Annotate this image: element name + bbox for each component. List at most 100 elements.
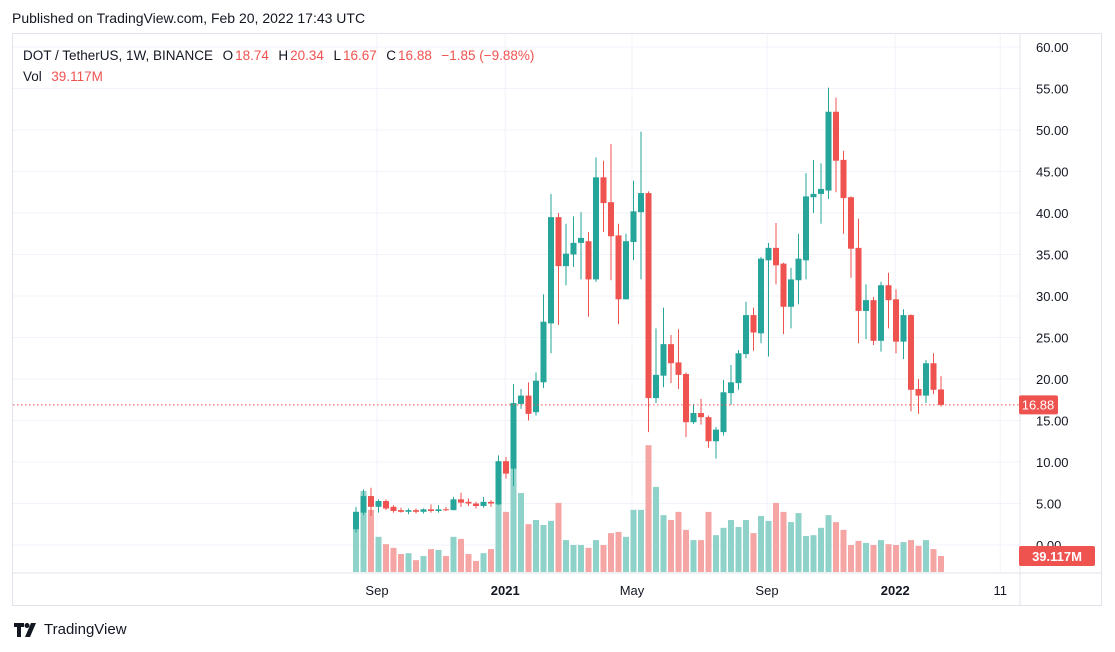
volume-bar bbox=[608, 533, 614, 572]
volume-bar bbox=[660, 515, 667, 572]
legend: DOT / TetherUS, 1W, BINANCE O 18.74 H 20.3… bbox=[23, 45, 536, 87]
candle-body bbox=[570, 242, 577, 255]
volume-bar bbox=[480, 553, 487, 572]
volume-bar bbox=[893, 545, 899, 572]
volume-bar bbox=[668, 520, 674, 572]
candle-body bbox=[540, 321, 547, 383]
open-label: O bbox=[222, 48, 234, 63]
volume-bar bbox=[623, 536, 629, 572]
volume-bar bbox=[390, 547, 397, 572]
volume-bar bbox=[593, 540, 599, 572]
volume-bar bbox=[758, 515, 764, 572]
volume-bar bbox=[540, 524, 547, 572]
candle-body bbox=[900, 315, 907, 342]
volume-bar bbox=[630, 509, 637, 572]
price-tick-label: 20.00 bbox=[1036, 372, 1069, 387]
candle-body bbox=[585, 241, 592, 280]
volume-bar bbox=[788, 522, 794, 572]
volume-bar bbox=[488, 549, 494, 572]
candle-body bbox=[615, 235, 622, 300]
candle-body bbox=[758, 258, 764, 334]
candle-body bbox=[803, 196, 809, 261]
candle-body bbox=[443, 509, 449, 511]
candle-body bbox=[375, 501, 382, 507]
volume-bar bbox=[840, 529, 847, 572]
volume-bar bbox=[728, 520, 734, 572]
candle-body bbox=[885, 285, 892, 301]
volume-bar bbox=[870, 545, 877, 572]
candle-body bbox=[405, 510, 412, 512]
candle-body bbox=[743, 315, 749, 355]
candle-body bbox=[473, 503, 479, 506]
candle-body bbox=[923, 363, 929, 396]
time-tick-label: Sep bbox=[755, 583, 778, 598]
volume-bar bbox=[420, 556, 427, 572]
volume-bar bbox=[675, 511, 682, 572]
candle-body bbox=[795, 258, 802, 281]
volume-bar bbox=[405, 553, 412, 572]
candle-body bbox=[765, 247, 772, 261]
candle-body bbox=[660, 344, 667, 376]
low-value: 16.67 bbox=[342, 48, 377, 63]
candle-body bbox=[638, 193, 644, 213]
candle-body bbox=[915, 388, 922, 396]
volume-bar bbox=[810, 535, 817, 572]
volume-bar bbox=[638, 509, 644, 572]
candle-body bbox=[788, 279, 794, 307]
time-tick-label: 2021 bbox=[491, 583, 520, 598]
candle-body bbox=[780, 263, 787, 307]
candle-body bbox=[578, 237, 584, 243]
candle-body bbox=[458, 499, 464, 503]
candle-body bbox=[600, 177, 607, 204]
last-volume-badge bbox=[1019, 546, 1095, 566]
candle-body bbox=[548, 217, 554, 324]
tradingview-logo-icon bbox=[14, 622, 36, 637]
volume-bar bbox=[795, 513, 802, 572]
last-volume-label: 39.117M bbox=[1032, 549, 1082, 564]
volume-bar bbox=[443, 556, 449, 572]
price-tick-label: 45.00 bbox=[1036, 165, 1069, 180]
volume-value: 39.117M bbox=[51, 69, 103, 84]
candle-body bbox=[525, 395, 532, 414]
volume-bar bbox=[518, 493, 524, 572]
candle-body bbox=[878, 285, 884, 341]
time-tick-label: 11 bbox=[994, 583, 1008, 598]
candle-body bbox=[420, 509, 427, 512]
price-tick-label: 5.00 bbox=[1036, 497, 1061, 512]
volume-bar bbox=[713, 535, 719, 572]
volume-bar bbox=[503, 511, 509, 572]
symbol-label[interactable]: DOT / TetherUS, 1W, BINANCE bbox=[23, 48, 214, 63]
candle-body bbox=[533, 380, 539, 413]
volume-label[interactable]: Vol bbox=[23, 69, 42, 84]
volume-bar bbox=[563, 540, 569, 572]
high-label: H bbox=[278, 48, 289, 63]
change-value: −1.85 (−9.88%) bbox=[441, 48, 535, 63]
volume-bar bbox=[585, 547, 592, 572]
volume-bar bbox=[825, 515, 832, 572]
candle-body bbox=[728, 382, 734, 394]
candle-body bbox=[480, 501, 487, 506]
candle-body bbox=[833, 111, 839, 161]
volume-bar bbox=[450, 536, 457, 572]
candle-body bbox=[720, 392, 727, 433]
volume-bar bbox=[473, 560, 479, 572]
volume-bar bbox=[750, 533, 757, 572]
last-price-label: 16.88 bbox=[1022, 397, 1055, 412]
volume-bar bbox=[368, 509, 374, 572]
price-tick-label: 55.00 bbox=[1036, 82, 1069, 97]
candle-body bbox=[368, 496, 374, 507]
chart-frame[interactable] bbox=[12, 33, 1102, 606]
volume-bar bbox=[908, 540, 914, 572]
brand-name[interactable]: TradingView bbox=[44, 621, 127, 638]
candle-body bbox=[825, 111, 832, 191]
price-tick-label: 50.00 bbox=[1036, 123, 1069, 138]
footer: TradingView bbox=[14, 621, 127, 638]
price-axis: 0.005.0010.0015.0020.0025.0030.0035.0040… bbox=[1036, 40, 1069, 553]
candle-body bbox=[360, 496, 367, 513]
candle-body bbox=[705, 417, 712, 442]
candle-body bbox=[938, 389, 944, 405]
volume-bar bbox=[848, 545, 854, 572]
candle-body bbox=[863, 300, 869, 311]
price-tick-label: 25.00 bbox=[1036, 331, 1069, 346]
